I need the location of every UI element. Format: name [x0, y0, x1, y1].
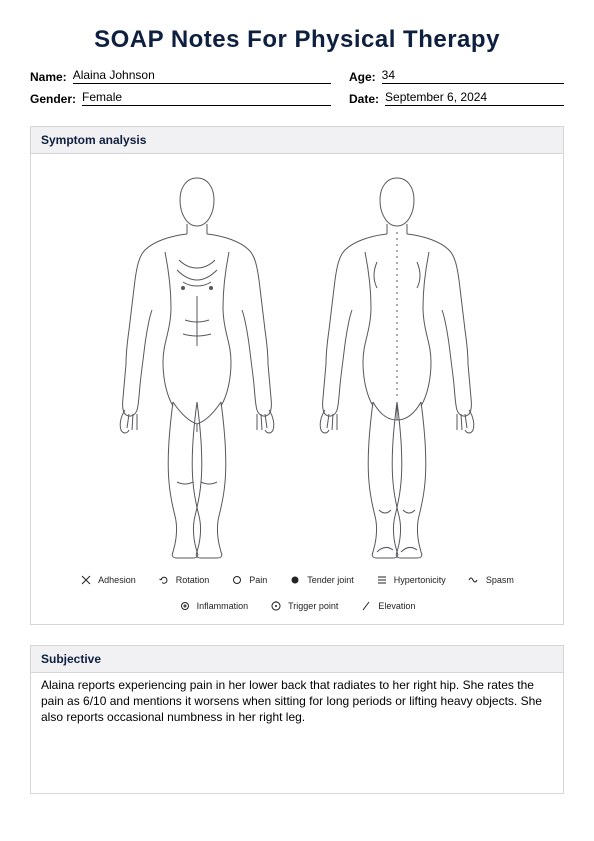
legend-item: Elevation — [360, 600, 415, 612]
legend-label: Tender joint — [307, 575, 354, 585]
legend-label: Rotation — [176, 575, 210, 585]
elevation-icon — [360, 600, 372, 612]
legend-item: Rotation — [158, 574, 210, 586]
age-label: Age: — [349, 70, 376, 84]
circle-open-icon — [231, 574, 243, 586]
rotation-icon — [158, 574, 170, 586]
name-value[interactable]: Alaina Johnson — [73, 68, 331, 84]
circle-filled-icon — [289, 574, 301, 586]
x-icon — [80, 574, 92, 586]
subjective-text[interactable]: Alaina reports experiencing pain in her … — [31, 673, 563, 793]
legend-item: Spasm — [468, 574, 514, 586]
legend-label: Spasm — [486, 575, 514, 585]
info-row-1: Name: Alaina Johnson Age: 34 — [30, 68, 564, 84]
legend-label: Pain — [249, 575, 267, 585]
name-field: Name: Alaina Johnson — [30, 68, 331, 84]
legend: Adhesion Rotation Pain Tender joint Hyperton… — [31, 566, 563, 624]
gender-label: Gender: — [30, 92, 76, 106]
legend-label: Elevation — [378, 601, 415, 611]
subjective-section: Subjective Alaina reports experiencing p… — [30, 645, 564, 794]
legend-label: Hypertonicity — [394, 575, 446, 585]
info-row-2: Gender: Female Date: September 6, 2024 — [30, 90, 564, 106]
age-field: Age: 34 — [349, 68, 564, 84]
legend-label: Trigger point — [288, 601, 338, 611]
name-label: Name: — [30, 70, 67, 84]
body-back-outline — [307, 170, 487, 560]
body-diagram-area: Adhesion Rotation Pain Tender joint Hyperton… — [31, 154, 563, 624]
date-value[interactable]: September 6, 2024 — [385, 90, 564, 106]
gender-field: Gender: Female — [30, 90, 331, 106]
legend-label: Adhesion — [98, 575, 136, 585]
date-label: Date: — [349, 92, 379, 106]
legend-item: Inflammation — [179, 600, 249, 612]
legend-label: Inflammation — [197, 601, 249, 611]
page-title: SOAP Notes For Physical Therapy — [30, 26, 564, 54]
hypertonicity-icon — [376, 574, 388, 586]
inflammation-icon — [179, 600, 191, 612]
legend-item: Adhesion — [80, 574, 136, 586]
trigger-icon — [270, 600, 282, 612]
symptom-section: Symptom analysis — [30, 126, 564, 625]
legend-item: Tender joint — [289, 574, 354, 586]
symptom-header: Symptom analysis — [31, 127, 563, 154]
body-front-outline — [107, 170, 287, 560]
age-value[interactable]: 34 — [382, 68, 564, 84]
date-field: Date: September 6, 2024 — [349, 90, 564, 106]
subjective-header: Subjective — [31, 646, 563, 673]
spasm-icon — [468, 574, 480, 586]
legend-item: Trigger point — [270, 600, 338, 612]
gender-value[interactable]: Female — [82, 90, 331, 106]
legend-item: Pain — [231, 574, 267, 586]
legend-item: Hypertonicity — [376, 574, 446, 586]
